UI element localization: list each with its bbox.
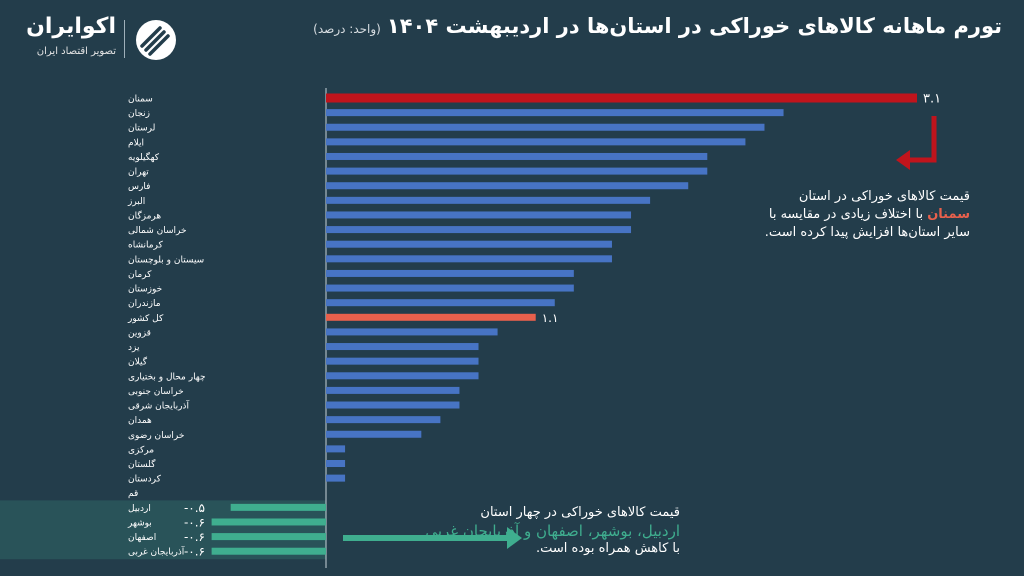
- category-label-12: کرمان: [128, 270, 152, 280]
- title-unit: (واحد: درصد): [313, 22, 381, 36]
- negative-annotation-highlight: اردبیل، بوشهر، اصفهان و آذربایجان غربی: [425, 522, 680, 540]
- down-left-arrow-head-icon: [896, 150, 910, 170]
- negative-annotation-line3: با کاهش همراه بوده است.: [536, 541, 680, 556]
- bar-15: [326, 313, 536, 321]
- category-label-10: کرمانشاه: [128, 241, 164, 251]
- value-label-29: -۰.۶: [184, 515, 205, 529]
- bar-12: [326, 269, 574, 277]
- category-label-22: همدان: [128, 416, 152, 426]
- semnan-annotation-after: با اختلاف زیادی در مقایسه با سایر استان‌…: [764, 207, 970, 240]
- category-label-30: اصفهان: [128, 533, 156, 543]
- category-label-15: کل کشور: [127, 314, 164, 324]
- category-label-1: زنجان: [128, 109, 150, 119]
- bar-5: [326, 167, 708, 175]
- category-label-7: البرز: [127, 197, 145, 207]
- bar-28: [230, 503, 326, 511]
- category-label-24: مرکزی: [128, 445, 154, 455]
- logo-divider: [124, 20, 125, 58]
- semnan-annotation-before: قیمت کالاهای خوراکی در استان: [798, 189, 970, 204]
- logo-name: اکوایران: [26, 14, 116, 39]
- semnan-annotation: قیمت کالاهای خوراکی در استان سمنان با اخ…: [760, 188, 970, 242]
- value-label-15: ۱.۱: [542, 311, 559, 325]
- bar-0: [326, 93, 917, 103]
- category-label-14: مازندران: [128, 299, 161, 309]
- bar-26: [326, 474, 346, 482]
- bar-30: [211, 533, 326, 541]
- right-arrow-head-icon: [507, 527, 522, 549]
- bar-29: [211, 518, 326, 526]
- bar-2: [326, 123, 765, 131]
- category-label-28: اردبیل: [128, 504, 151, 514]
- bar-1: [326, 109, 784, 117]
- bar-11: [326, 255, 612, 263]
- bar-7: [326, 196, 651, 204]
- bar-14: [326, 299, 555, 307]
- category-label-2: لرستان: [128, 124, 155, 134]
- bar-25: [326, 460, 346, 467]
- semnan-annotation-highlight: سمنان: [927, 207, 970, 222]
- bar-17: [326, 343, 479, 351]
- category-label-3: ایلام: [128, 138, 144, 148]
- value-label-31: -۰.۶: [184, 545, 205, 559]
- title-text: تورم ماهانه کالاهای خوراکی در استان‌ها د…: [386, 14, 1002, 38]
- category-label-25: گلستان: [128, 458, 156, 470]
- category-label-27: قم: [128, 489, 138, 499]
- category-label-8: هرمزگان: [128, 209, 161, 221]
- brand-logo: اکوایران تصویر اقتصاد ایران: [10, 8, 176, 60]
- category-label-9: خراسان شمالی: [128, 226, 187, 236]
- bar-31: [211, 547, 326, 555]
- bar-10: [326, 240, 612, 248]
- category-label-19: چهار محال و بختیاری: [128, 372, 206, 382]
- negative-annotation-line1: قیمت کالاهای خوراکی در چهار استان: [480, 505, 680, 520]
- category-label-11: سیستان و بلوچستان: [128, 255, 204, 265]
- negative-annotation: قیمت کالاهای خوراکی در چهار استان اردبیل…: [425, 504, 680, 558]
- category-label-5: تهران: [128, 168, 149, 178]
- bar-18: [326, 357, 479, 365]
- category-label-21: آذربایجان شرقی: [128, 400, 189, 412]
- category-label-4: کهگیلویه: [128, 151, 160, 163]
- right-arrow-shaft: [343, 535, 507, 541]
- category-label-16: قزوین: [128, 328, 151, 338]
- category-label-0: سمنان: [128, 95, 153, 105]
- logo-mark-icon: [136, 20, 176, 60]
- category-label-31: آذربایجان غربی: [128, 546, 185, 558]
- chart-title: تورم ماهانه کالاهای خوراکی در استان‌ها د…: [313, 14, 1002, 38]
- bar-21: [326, 401, 460, 409]
- down-left-arrow-shaft: [906, 116, 937, 163]
- bar-9: [326, 226, 632, 234]
- category-label-17: یزد: [128, 343, 140, 353]
- bar-22: [326, 416, 441, 424]
- bar-19: [326, 372, 479, 380]
- category-label-13: خوزستان: [128, 285, 162, 295]
- category-label-18: گیلان: [128, 356, 148, 368]
- category-label-20: خراسان جنوبی: [128, 387, 184, 397]
- category-label-6: فارس: [128, 182, 150, 192]
- category-label-26: کردستان: [128, 475, 162, 485]
- bar-16: [326, 328, 498, 336]
- bar-6: [326, 182, 689, 190]
- category-label-23: خراسان رضوی: [128, 431, 184, 441]
- bar-24: [326, 445, 346, 453]
- category-label-29: بوشهر: [127, 518, 152, 528]
- bar-23: [326, 430, 422, 438]
- value-label-0: ۳.۱: [923, 92, 941, 107]
- value-label-28: -۰.۵: [184, 501, 205, 515]
- logo-tagline: تصویر اقتصاد ایران: [36, 46, 116, 57]
- value-label-30: -۰.۶: [184, 530, 205, 544]
- bar-3: [326, 138, 746, 146]
- bar-8: [326, 211, 632, 219]
- bar-4: [326, 152, 708, 160]
- bar-13: [326, 284, 574, 292]
- bar-20: [326, 386, 460, 394]
